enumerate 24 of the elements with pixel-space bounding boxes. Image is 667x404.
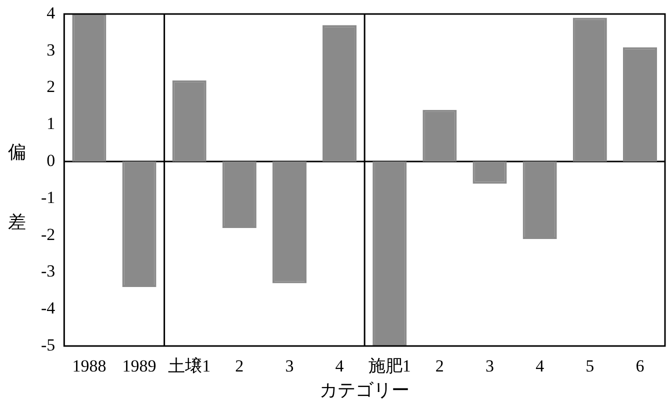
x-tick-label: 1989: [122, 356, 156, 376]
y-axis-title: 偏差: [7, 128, 27, 268]
x-tick-label: 4: [335, 356, 344, 376]
y-tick-label: -4: [40, 298, 56, 318]
y-tick-label: -2: [40, 224, 56, 244]
y-tick-label: 4: [46, 3, 56, 22]
x-axis-title: カテゴリー: [320, 380, 410, 400]
x-tick-label: 5: [586, 356, 594, 376]
x-tick-label: 1988: [72, 356, 106, 376]
y-tick-label: -5: [40, 335, 56, 354]
y-tick-label: -3: [40, 262, 56, 281]
x-tick-label: 3: [486, 356, 494, 376]
y-tick-label: 0: [46, 151, 56, 170]
x-tick-label: 4: [536, 356, 545, 376]
y-tick-label: 2: [46, 77, 56, 96]
y-tick-label: 3: [46, 40, 56, 60]
x-tick-label: 6: [636, 356, 644, 376]
x-tick-label: 3: [285, 356, 294, 376]
y-tick-label: -1: [40, 188, 56, 207]
x-tick-label: 施肥1: [368, 356, 411, 376]
x-tick-label: 2: [235, 356, 244, 376]
y-tick-label: 1: [46, 114, 56, 134]
x-tick-label: 2: [435, 356, 444, 376]
x-tick-label: 土壌1: [168, 356, 211, 376]
